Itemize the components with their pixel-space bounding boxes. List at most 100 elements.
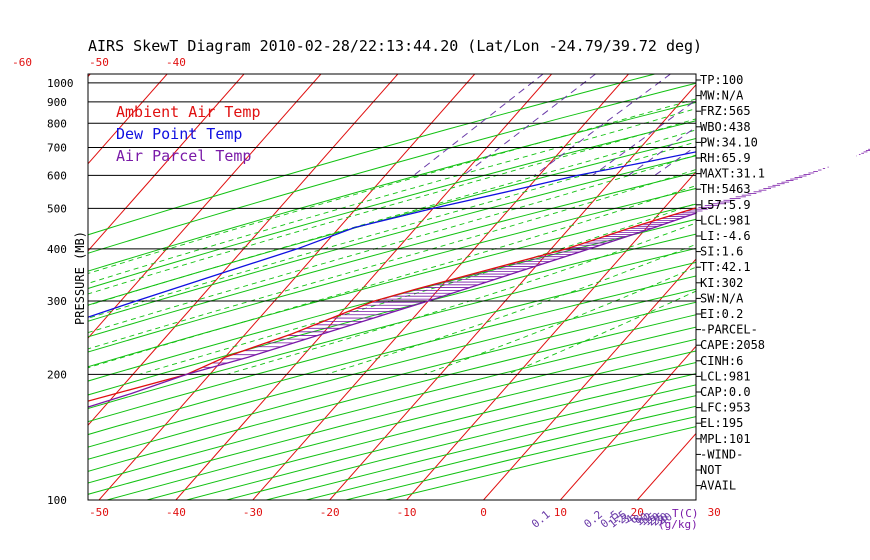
mixing-ratio-line bbox=[534, 74, 671, 176]
index-item: SW:N/A bbox=[700, 291, 744, 305]
bottom-temp-tick-label: -10 bbox=[397, 506, 417, 519]
plot-frame bbox=[87, 73, 697, 501]
y-axis-label: PRESSURE (MB) bbox=[73, 231, 87, 325]
isotherm-line bbox=[252, 74, 629, 500]
index-item: CAP:0.0 bbox=[700, 385, 751, 399]
index-item: LFC:953 bbox=[700, 401, 751, 415]
top-temp-tick-label: -40 bbox=[166, 56, 186, 69]
isotherm-line bbox=[329, 83, 696, 500]
index-item: L57:5.9 bbox=[700, 198, 751, 212]
isotherm-line bbox=[560, 345, 696, 500]
dry-adiabat-line bbox=[88, 74, 655, 236]
moist-adiabat-line bbox=[88, 154, 696, 334]
index-item: EI:0.2 bbox=[700, 307, 743, 321]
mixing-ratio-line bbox=[592, 99, 696, 176]
dry-adiabat-line bbox=[146, 362, 696, 500]
moist-adiabat-line bbox=[88, 169, 696, 350]
index-item: AVAIL bbox=[700, 479, 736, 493]
pressure-tick-label: 600 bbox=[47, 169, 67, 182]
top-temp-tick-label: -50 bbox=[89, 56, 109, 69]
index-item: LCL:981 bbox=[700, 369, 751, 383]
index-item: -PARCEL- bbox=[700, 323, 758, 337]
top-temp-axis: -120-110-100-90-80-70-60-50-40 bbox=[12, 56, 186, 69]
bottom-temp-tick-label: 30 bbox=[708, 506, 721, 519]
index-item: FRZ:565 bbox=[700, 104, 751, 118]
dry-adiabat-line bbox=[88, 155, 696, 322]
index-item: RH:65.9 bbox=[700, 151, 751, 165]
moist-adiabat-line bbox=[88, 185, 696, 369]
moist-adiabat-line bbox=[138, 202, 696, 375]
bottom-temp-tick-label: 0 bbox=[480, 506, 487, 519]
cape-shading bbox=[179, 148, 870, 377]
bottom-temp-tick-label: 20 bbox=[631, 506, 644, 519]
index-item: MW:N/A bbox=[700, 89, 744, 103]
mixing-ratio-line bbox=[654, 145, 696, 176]
index-item: SI:1.6 bbox=[700, 245, 743, 259]
dry-adiabat-line bbox=[88, 288, 696, 448]
mixing-ratio-line bbox=[818, 74, 870, 175]
dew-point-line bbox=[88, 151, 696, 318]
bottom-temp-tick-label: -50 bbox=[89, 506, 109, 519]
index-item: LCL:981 bbox=[700, 213, 751, 227]
chart-title: AIRS SkewT Diagram 2010-02-28/22:13:44.2… bbox=[88, 37, 702, 55]
isotherm-line bbox=[791, 74, 870, 500]
dry-adiabat-line bbox=[88, 247, 696, 410]
moist-adiabat-line bbox=[88, 98, 696, 274]
pressure-tick-label: 500 bbox=[47, 202, 67, 215]
pressure-axis: 100 200 300 400 500 600 700 800 900 1000 bbox=[47, 77, 74, 507]
mixing-ratio-line bbox=[463, 74, 596, 176]
dry-adiabat-line bbox=[88, 187, 696, 353]
isotherm-line bbox=[88, 74, 399, 427]
index-item: WBO:438 bbox=[700, 120, 751, 134]
dry-adiabat-line bbox=[88, 138, 696, 306]
dry-adiabat-line bbox=[186, 373, 696, 500]
mixing-ratio-line bbox=[413, 74, 544, 176]
dry-adiabat-line bbox=[88, 261, 696, 423]
index-item: NOT bbox=[700, 463, 722, 477]
isotherm-line bbox=[88, 74, 322, 339]
dry-adiabat-line bbox=[88, 203, 696, 368]
pressure-tick-label: 100 bbox=[47, 494, 67, 507]
mixing-ratio-line bbox=[763, 74, 870, 175]
dry-adiabat-line bbox=[226, 384, 696, 500]
x-axis-label: T(C) bbox=[672, 507, 699, 520]
pressure-tick-label: 700 bbox=[47, 141, 67, 154]
dry-adiabat-line bbox=[88, 120, 696, 289]
bottom-temp-tick-label: 10 bbox=[554, 506, 567, 519]
mixing-ratio-line bbox=[793, 74, 870, 175]
index-item: KI:302 bbox=[700, 276, 743, 290]
index-item: MAXT:31.1 bbox=[700, 167, 765, 181]
legend: Ambient Air Temp Dew Point Temp Air Parcel… bbox=[116, 103, 261, 165]
dry-adiabat-line bbox=[88, 275, 696, 436]
legend-entry: Ambient Air Temp bbox=[116, 103, 261, 121]
index-item: CAPE:2058 bbox=[700, 338, 765, 352]
legend-entry: Dew Point Temp bbox=[116, 125, 242, 143]
index-item: PW:34.10 bbox=[700, 135, 758, 149]
mixing-ratio-line bbox=[628, 126, 696, 176]
pressure-tick-label: 200 bbox=[47, 368, 67, 381]
isotherm-line bbox=[88, 74, 245, 252]
dry-adiabat-line bbox=[88, 301, 696, 460]
index-item: TH:5463 bbox=[700, 182, 751, 196]
parcel-temp-line bbox=[88, 212, 696, 408]
dry-adiabat-line bbox=[88, 314, 696, 472]
top-temp-tick-label: -60 bbox=[12, 56, 32, 69]
mixing-ratio-label: 0.1 bbox=[529, 508, 553, 531]
pressure-tick-label: 800 bbox=[47, 117, 67, 130]
dry-adiabat-line bbox=[88, 326, 696, 484]
dry-adiabat-line bbox=[88, 218, 696, 382]
index-item: TT:42.1 bbox=[700, 260, 751, 274]
bottom-temp-axis: -50 -40 -30 -20 -10 0 10 20 30 bbox=[89, 506, 721, 519]
pressure-tick-label: 400 bbox=[47, 243, 67, 256]
mixing-ratio-line bbox=[838, 74, 870, 175]
isotherm-line bbox=[0, 74, 13, 500]
pressure-tick-label: 1000 bbox=[47, 77, 74, 90]
index-item: -WIND- bbox=[700, 447, 743, 461]
bottom-temp-tick-label: -40 bbox=[166, 506, 186, 519]
isotherm-line bbox=[88, 74, 168, 165]
dry-adiabat-line bbox=[88, 171, 696, 338]
profile-lines bbox=[88, 151, 696, 408]
